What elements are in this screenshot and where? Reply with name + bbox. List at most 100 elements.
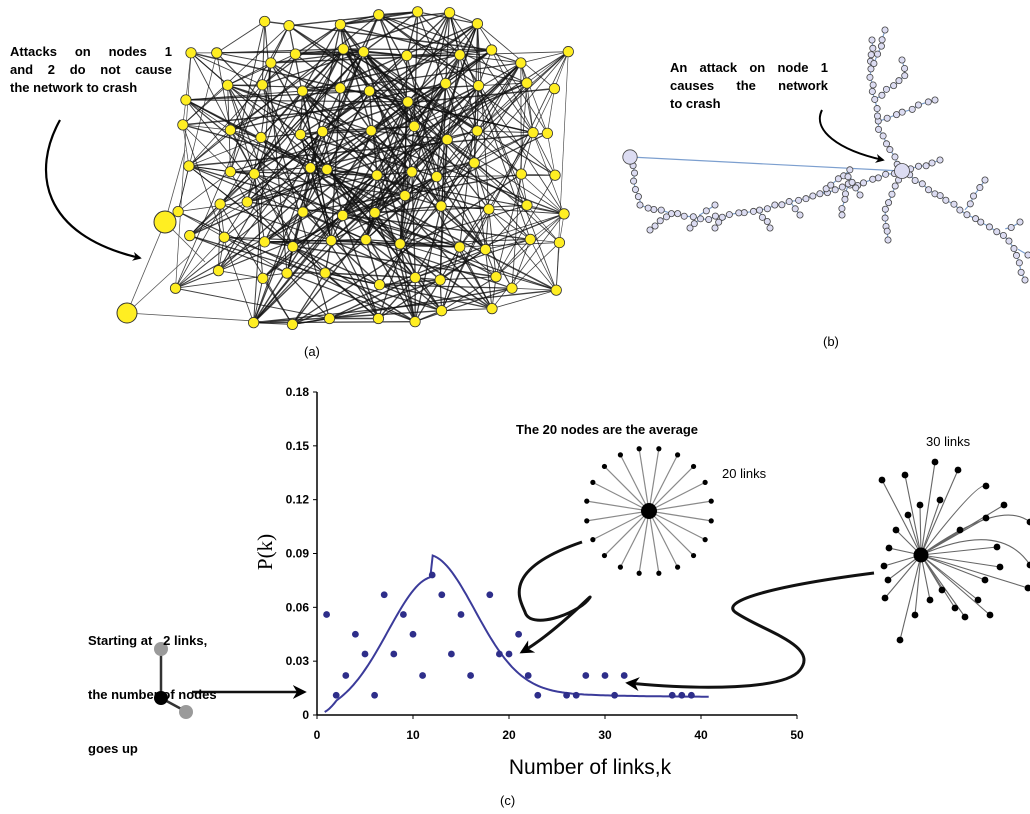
network-edge: [188, 137, 262, 167]
tree-node: [883, 114, 891, 122]
network-node: [515, 168, 527, 180]
network-edge: [411, 162, 475, 173]
network-edge: [262, 278, 293, 325]
x-tick-label: 0: [314, 728, 321, 742]
network-edge: [399, 243, 557, 291]
network-node: [283, 20, 295, 32]
star-20-leaf: [656, 570, 662, 576]
network-edge: [511, 287, 557, 291]
star-20-link: [648, 510, 706, 541]
two-link-node-bottom: [179, 705, 193, 719]
network-edge: [229, 84, 263, 172]
star-20-label: 20 links: [722, 466, 767, 481]
caption-c: (c): [500, 793, 516, 808]
network-edge: [399, 195, 406, 244]
network-edge: [182, 87, 555, 126]
tree-node: [914, 101, 922, 109]
network-edge: [365, 51, 569, 241]
annotation-start-line-1: Starting at 2 links,: [88, 633, 208, 648]
tree-node: [650, 205, 658, 213]
network-edge: [459, 54, 521, 64]
network-edge: [441, 205, 565, 215]
network-node: [289, 48, 302, 60]
data-point: [486, 591, 494, 599]
star-30-leaf: [881, 594, 889, 602]
network-edge: [288, 11, 418, 27]
star-30-leaf: [1024, 584, 1030, 592]
network-edge: [302, 90, 371, 213]
network-edge: [485, 204, 528, 250]
network-edge: [175, 287, 330, 319]
star-20-leaf: [656, 446, 662, 452]
tree-node: [881, 26, 889, 34]
network-edge: [177, 165, 190, 212]
tree-node: [702, 207, 710, 215]
annotation-b-arrow: [819, 109, 885, 163]
network-edge: [415, 248, 486, 279]
network-edge: [178, 201, 248, 212]
network-edge: [286, 272, 330, 319]
network-edge: [126, 221, 166, 314]
network-node: [172, 205, 184, 218]
network-edge: [227, 84, 341, 89]
network-edge: [374, 195, 406, 214]
star-30-link: [899, 554, 922, 641]
network-edge: [253, 240, 332, 324]
star-20-leaf: [702, 537, 708, 543]
network-node: [485, 44, 498, 56]
network-edge: [491, 289, 557, 310]
network-edge: [175, 237, 225, 289]
network-node: [337, 209, 349, 222]
network-edge: [329, 276, 416, 320]
network-edge: [441, 208, 490, 311]
network-edge: [216, 21, 265, 54]
network-edge: [414, 287, 513, 323]
network-edge: [440, 205, 486, 250]
tree-node: [838, 183, 846, 191]
star-30-leaf: [878, 476, 886, 484]
star-20-leaf: [584, 498, 590, 504]
degree-distribution-chart: 0 0.03 0.06 0.09 0.12 0.15 0.18 0 10 20 30 40 50 Nu…: [253, 385, 804, 779]
network-node: [454, 241, 466, 253]
tree-node: [970, 192, 978, 200]
network-edge: [445, 83, 478, 132]
tree-node: [756, 206, 764, 214]
tree-node: [1017, 268, 1025, 276]
network-edge: [218, 54, 461, 272]
network-edge: [189, 235, 416, 323]
network-edge: [253, 90, 303, 175]
network-node: [440, 77, 452, 90]
star-20-hub: [641, 503, 657, 519]
network-edge: [474, 132, 534, 164]
star-30-leaf: [961, 613, 969, 621]
network-node: [296, 85, 309, 97]
data-point: [352, 630, 359, 638]
star-20-link: [586, 500, 650, 512]
tree-node: [1024, 251, 1030, 259]
star-20-leaf: [636, 570, 642, 576]
tree-node: [763, 205, 771, 213]
network-node: [550, 284, 562, 296]
tree-node: [667, 210, 675, 218]
network-node: [363, 85, 376, 97]
network-edge: [436, 139, 448, 177]
connector-arrow-20: [517, 540, 592, 654]
network-node: [434, 274, 446, 286]
network-node: [372, 312, 385, 325]
tree-node: [816, 190, 824, 198]
network-edge: [526, 205, 560, 243]
network-edge: [339, 87, 372, 132]
star-20-link: [648, 510, 660, 574]
network-edge: [310, 49, 492, 169]
network-node: [406, 166, 418, 178]
network-node: [212, 265, 225, 277]
network-node: [222, 79, 234, 91]
star-20-leaf: [702, 479, 708, 485]
network-edge: [253, 321, 416, 324]
tree-node: [894, 163, 910, 179]
tree-node: [791, 205, 799, 213]
network-edge: [253, 48, 344, 175]
network-edge: [406, 55, 527, 84]
network-edge: [229, 129, 255, 175]
network-edge: [406, 11, 419, 56]
